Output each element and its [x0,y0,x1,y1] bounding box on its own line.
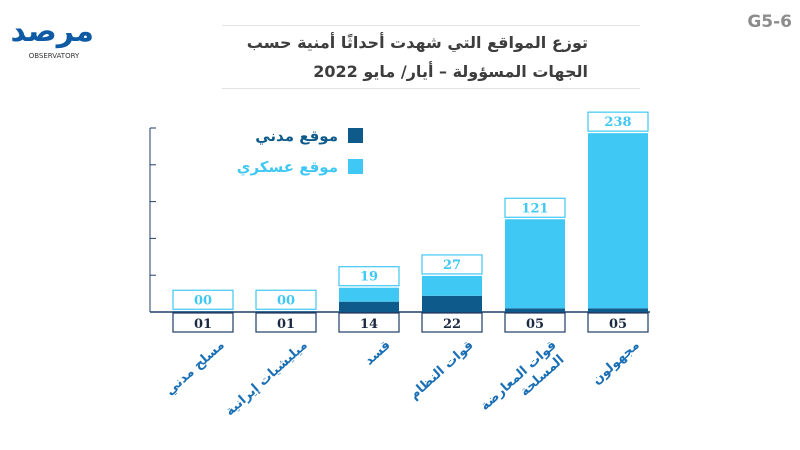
bar-civilian [422,295,482,312]
label-box-civilian [587,312,649,333]
data-label-civilian: 05 [609,317,627,332]
bar-military [422,275,482,296]
label-box-civilian [255,312,317,333]
data-label-civilian: 01 [277,317,295,332]
category-label: مسلح مدني [163,338,228,399]
bar-civilian [173,311,233,312]
logo-subtitle: OBSERVATORY [28,52,80,60]
chart-code: G5-6 [747,12,792,32]
label-box-civilian [421,312,483,333]
data-label-civilian: 05 [526,317,544,332]
bar-military [505,219,565,309]
label-box-civilian [338,312,400,333]
legend-label-civilian: موقع مدني [255,127,338,145]
data-label-military: 27 [443,258,461,273]
label-box-military [421,254,483,275]
label-box-civilian [172,312,234,333]
data-label-military: 00 [194,293,212,308]
label-box-military [504,197,566,218]
bar-civilian [588,308,648,312]
bar-military [339,287,399,302]
data-label-military: 00 [277,293,295,308]
label-box-military [587,111,649,132]
category-label: قوات النظام [407,338,477,403]
label-box-civilian [504,312,566,333]
data-label-military: 238 [604,115,631,130]
bar-civilian [256,311,316,312]
category-label: مجهولون [589,338,642,388]
logo: مرصد OBSERVATORY [10,14,95,62]
data-label-military: 121 [521,201,548,216]
chart-title-line-2: الجهات المسؤولة – أيار/ مايو 2022 [313,62,588,81]
legend-swatch-military [348,159,363,174]
label-box-military [338,266,400,287]
logo-text: مرصد [10,14,95,49]
data-label-civilian: 22 [443,317,461,332]
title-rule-bottom [222,88,640,89]
category-label: قسد [362,338,394,369]
bar-civilian [505,308,565,312]
label-box-military [255,289,317,310]
category-label: ميليشيات إيرانية [223,338,311,419]
data-label-civilian: 01 [194,317,212,332]
bar-civilian [339,301,399,312]
legend-label-military: موقع عسكري [237,158,338,177]
data-label-military: 19 [360,270,378,285]
bar-military [588,133,648,309]
title-rule-top [222,25,640,26]
data-label-civilian: 14 [360,317,378,332]
chart-title-line-1: توزع المواقع التي شهدت أحداثًا أمنية حسب [246,33,588,52]
category-label: قوات المعارضةالمسلحة [478,338,571,426]
legend-swatch-civilian [348,128,363,143]
label-box-military [172,289,234,310]
